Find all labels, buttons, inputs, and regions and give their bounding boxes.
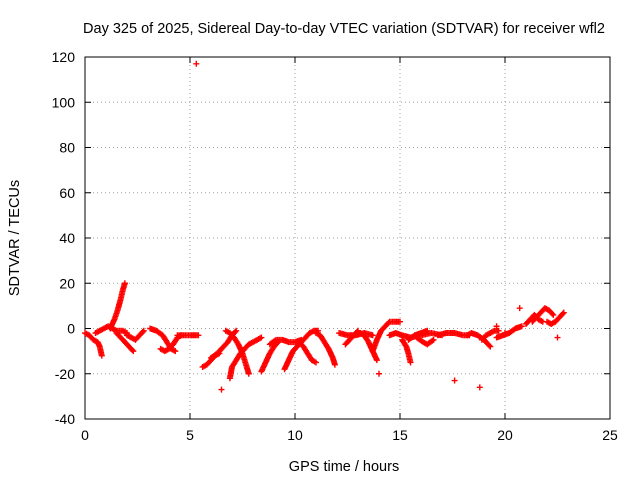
data-point	[129, 346, 136, 353]
data-point	[502, 330, 508, 337]
data-point	[218, 386, 225, 393]
data-point	[560, 309, 567, 316]
data-point	[232, 328, 239, 335]
y-tick-label: 120	[52, 49, 76, 65]
data-point	[550, 311, 557, 318]
data-point	[271, 337, 278, 344]
data-point	[493, 323, 500, 330]
data-point	[559, 310, 566, 317]
data-point	[424, 327, 431, 334]
data-point	[376, 370, 382, 377]
y-tick-label: -40	[55, 411, 75, 427]
chart-title: Day 325 of 2025, Sidereal Day-to-day VTE…	[83, 21, 605, 37]
data-point	[518, 323, 525, 330]
y-tick-label: 20	[59, 275, 75, 291]
x-tick-label: 10	[287, 427, 303, 443]
data-point	[130, 348, 137, 355]
data-point	[172, 348, 179, 355]
data-point	[233, 327, 240, 334]
data-point	[549, 310, 556, 317]
data-point	[495, 327, 502, 334]
data-point	[353, 328, 360, 335]
x-tick-label: 20	[497, 427, 513, 443]
data-point	[121, 280, 128, 287]
y-tick-label: 40	[59, 230, 75, 246]
data-point	[429, 337, 436, 344]
y-tick-label: 60	[59, 185, 75, 201]
x-axis-label: GPS time / hours	[289, 459, 399, 475]
y-tick-label: 80	[59, 140, 75, 156]
x-tick-label: 15	[392, 427, 408, 443]
y-axis-label: SDTVAR / TECUs	[7, 180, 23, 296]
data-point	[258, 334, 265, 341]
data-point	[193, 60, 200, 67]
y-tick-label: -20	[55, 366, 75, 382]
data-point	[487, 343, 494, 350]
data-point	[98, 352, 105, 359]
data-point	[139, 328, 146, 335]
data-point	[397, 318, 403, 325]
y-tick-label: 0	[67, 321, 75, 337]
grid-lines	[85, 57, 610, 419]
x-tick-label: 0	[81, 427, 89, 443]
data-point	[373, 357, 380, 364]
y-tick-label: 100	[52, 94, 76, 110]
data-point	[554, 334, 561, 341]
data-point	[245, 370, 252, 377]
data-points	[82, 60, 567, 393]
data-point	[476, 384, 483, 391]
data-point	[195, 332, 202, 339]
data-point	[451, 377, 458, 384]
x-tick-label: 5	[186, 427, 194, 443]
data-point	[407, 359, 414, 366]
data-point	[313, 359, 319, 366]
data-point	[331, 361, 338, 368]
data-point	[486, 342, 493, 349]
data-point	[430, 336, 437, 343]
data-point	[140, 327, 147, 334]
data-point	[516, 305, 523, 312]
x-tick-label: 25	[602, 427, 618, 443]
axis-ticks: 0 5 10 15 20 25 -40 -20 0 20 40 60 80 100 120	[52, 49, 618, 443]
data-point	[369, 332, 376, 339]
